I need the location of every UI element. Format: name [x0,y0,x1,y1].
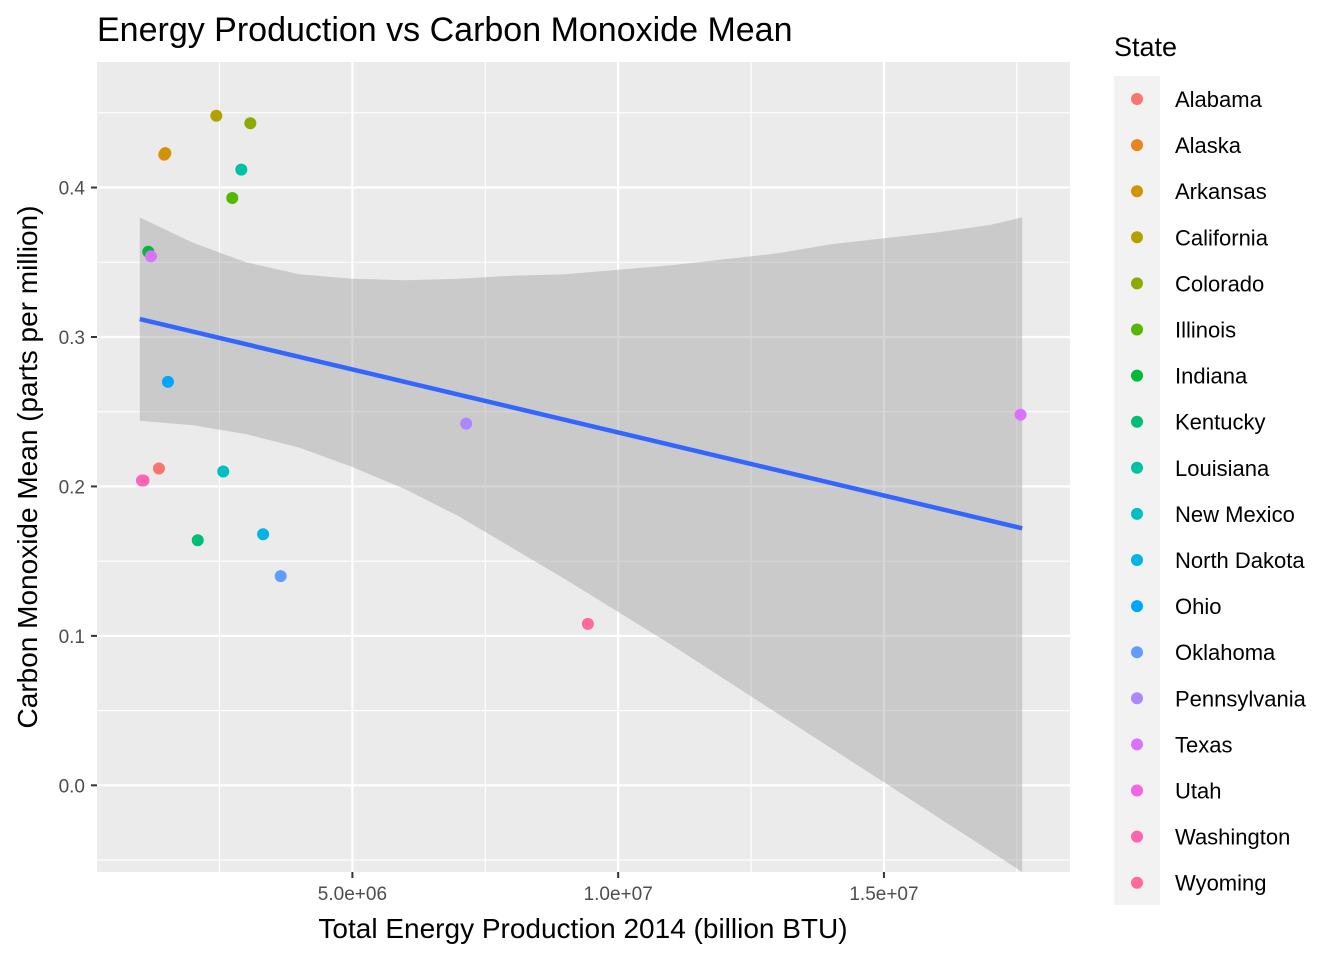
data-points [135,109,1027,630]
data-point [257,528,270,541]
panel-background [97,62,1070,872]
legend-key [1131,139,1143,152]
legend-key [1131,323,1143,336]
confidence-band [139,217,1023,872]
data-point [235,163,248,176]
data-point [152,462,165,475]
legend-key-background [1114,76,1160,905]
legend-label: Kentucky [1175,410,1266,435]
y-tick-label: 0.3 [59,328,85,349]
legend-key [1131,461,1143,474]
legend-label: Washington [1175,825,1290,850]
legend-label: Alabama [1175,87,1263,112]
data-point [217,465,230,478]
legend-key [1131,600,1143,613]
data-point [159,147,172,160]
legend-label: Oklahoma [1175,640,1276,665]
legend-key [1131,277,1143,290]
data-point [460,417,473,430]
legend-label: Wyoming [1175,871,1267,896]
y-tick-label: 0.2 [59,477,85,498]
data-point [137,474,150,487]
legend-label: Ohio [1175,594,1221,619]
data-point [144,250,157,263]
x-axis: 5.0e+06 1.0e+07 1.5e+07 [318,872,919,905]
chart-title: Energy Production vs Carbon Monoxide Mea… [97,11,793,49]
legend-label: Louisiana [1175,456,1270,481]
legend-key [1131,507,1143,520]
legend-items: Alabama Alaska Arkansas California Colorado I… [1131,87,1307,896]
legend-key [1131,692,1143,705]
legend-key [1131,876,1143,889]
plot-panel [97,62,1070,872]
data-point [161,375,174,388]
legend-label: Colorado [1175,271,1264,296]
data-point [191,534,204,547]
data-point [244,117,257,130]
y-tick-label: 0.4 [59,179,86,200]
y-axis: 0.0 0.1 0.2 0.3 0.4 [59,179,97,797]
legend-label: New Mexico [1175,502,1295,527]
legend-label: California [1175,225,1269,250]
y-tick-label: 0.0 [59,776,85,797]
x-tick-label: 5.0e+06 [318,884,387,905]
legend-label: Texas [1175,732,1232,757]
legend-label: Alaska [1175,133,1242,158]
legend-key [1131,646,1143,659]
legend: State Alabama Alaska Arkansas California Col… [1114,32,1307,905]
data-point [210,109,223,122]
legend-key [1131,231,1143,244]
data-point [581,617,594,630]
legend-label: Illinois [1175,318,1236,343]
legend-key [1131,185,1143,198]
legend-title: State [1114,32,1177,62]
data-point [1014,408,1027,421]
regression-line [139,316,1023,531]
data-point [226,191,239,204]
legend-key [1131,830,1143,843]
legend-key [1131,554,1143,566]
legend-key [1131,93,1143,105]
legend-label: Indiana [1175,364,1248,389]
x-tick-label: 1.0e+07 [584,884,653,905]
x-tick-label: 1.5e+07 [849,884,918,905]
y-axis-title: Carbon Monoxide Mean (parts per million) [12,206,43,729]
legend-key [1131,369,1143,382]
legend-label: Pennsylvania [1175,686,1307,711]
legend-key [1131,738,1143,751]
y-tick-label: 0.1 [59,627,85,648]
legend-key [1131,415,1143,428]
data-point [274,570,287,583]
legend-label: Arkansas [1175,179,1267,204]
major-gridlines [97,62,1070,872]
minor-gridlines [97,62,1070,872]
legend-key [1131,784,1143,797]
legend-label: North Dakota [1175,548,1305,573]
legend-label: Utah [1175,779,1221,804]
x-axis-title: Total Energy Production 2014 (billion BT… [318,913,847,944]
